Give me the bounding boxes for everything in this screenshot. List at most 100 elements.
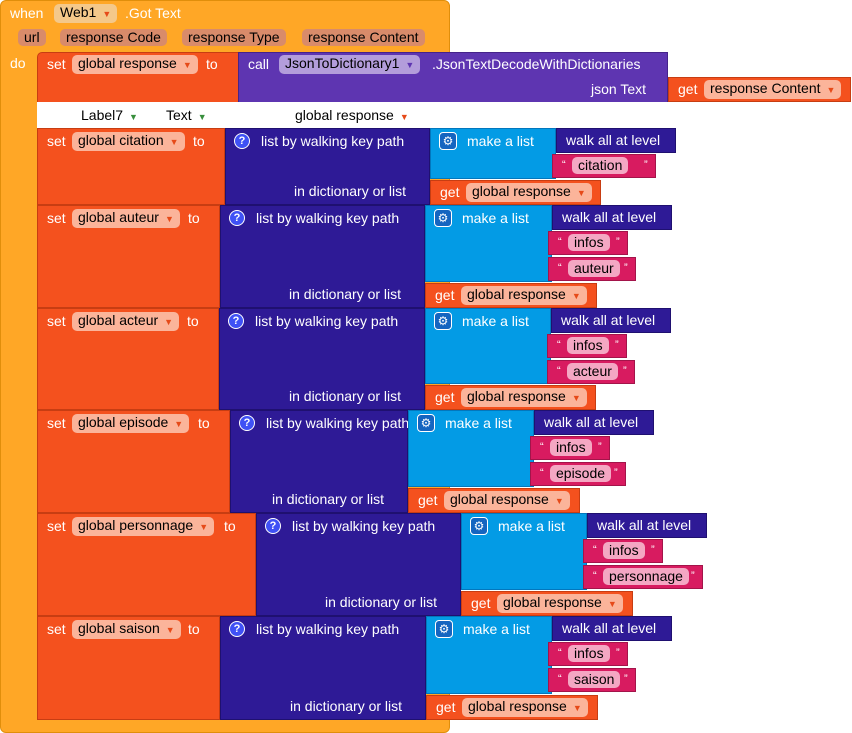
variable-dropdown[interactable]: global response ▼ [72, 55, 198, 74]
param-response-content[interactable]: response Content [302, 29, 425, 46]
variable-name: global response [295, 107, 394, 123]
variable-dropdown[interactable]: response Content ▼ [704, 80, 842, 99]
component-name: Label7 [81, 107, 124, 123]
string-value[interactable]: acteur [567, 363, 618, 380]
variable-dropdown[interactable]: global auteur ▼ [72, 209, 180, 228]
open-quote-icon: “ [540, 441, 544, 453]
component-dropdown[interactable]: JsonToDictionary1 ▼ [279, 55, 421, 74]
variable-dropdown[interactable]: global response ▼ [466, 183, 592, 202]
string-value[interactable]: auteur [568, 260, 620, 277]
param-response-type[interactable]: response Type [182, 29, 286, 46]
gear-icon[interactable]: ⚙ [434, 312, 452, 330]
string-value[interactable]: saison [568, 671, 621, 688]
help-icon[interactable]: ? [229, 210, 245, 226]
walk-all-at-level-block[interactable] [552, 616, 672, 641]
close-quote-icon: ” [598, 441, 602, 453]
walk-all-at-level-block[interactable] [534, 410, 654, 435]
param-response-code[interactable]: response Code [60, 29, 167, 46]
variable-name: episode [556, 465, 606, 481]
variable-dropdown[interactable]: global saison ▼ [72, 620, 181, 639]
gear-icon[interactable]: ⚙ [470, 517, 488, 535]
variable-dropdown[interactable]: global response ▼ [444, 491, 570, 510]
variable-name: global response [503, 594, 602, 610]
dropdown-arrow-icon: ▼ [571, 393, 581, 403]
string-value[interactable]: infos [567, 337, 609, 354]
get-label: get [435, 389, 455, 405]
variable-name: global personnage [78, 517, 194, 533]
string-value[interactable]: personnage [603, 568, 689, 585]
string-value[interactable]: infos [568, 234, 610, 251]
set-label: set [47, 133, 66, 149]
make-list-label: make a list [467, 133, 534, 149]
variable-name: global response [467, 286, 566, 302]
component-name: Web1 [60, 4, 97, 20]
component-name: JsonToDictionary1 [285, 55, 400, 71]
to-label: to [224, 518, 236, 534]
walk-all-at-level-block[interactable] [587, 513, 707, 538]
do-label: do [10, 55, 26, 71]
list-by-walking-key-path-block[interactable] [219, 308, 425, 410]
gear-icon[interactable]: ⚙ [435, 620, 453, 638]
string-value[interactable]: infos [550, 439, 592, 456]
set-label: set [47, 56, 66, 72]
variable-dropdown[interactable]: global episode ▼ [72, 414, 190, 433]
label-property[interactable]: Text ▼ [166, 106, 207, 126]
dict-label: in dictionary or list [325, 594, 438, 610]
variable-name: personnage [609, 568, 683, 584]
help-icon[interactable]: ? [265, 518, 281, 534]
variable-name: infos [574, 645, 604, 661]
gear-icon[interactable]: ⚙ [417, 414, 435, 432]
close-quote-icon: ” [624, 262, 628, 274]
close-quote-icon: ” [616, 236, 620, 248]
to-label: to [188, 621, 200, 637]
get-label: get [440, 184, 460, 200]
variable-name: auteur [574, 260, 614, 276]
variable-dropdown[interactable]: global response ▼ [461, 388, 587, 407]
close-quote-icon: ” [624, 673, 628, 685]
get-label: get [418, 492, 438, 508]
list-by-walking-key-path-block[interactable] [230, 410, 408, 513]
variable-name: global auteur [78, 209, 159, 225]
help-icon[interactable]: ? [239, 415, 255, 431]
variable-dropdown[interactable]: global personnage ▼ [72, 517, 215, 536]
open-quote-icon: “ [593, 544, 597, 556]
variable-dropdown[interactable]: global response ▼ [462, 698, 588, 717]
set-label-text-block[interactable] [37, 102, 852, 128]
help-icon[interactable]: ? [229, 621, 245, 637]
variable-dropdown[interactable]: global response ▼ [497, 594, 623, 613]
make-list-label: make a list [498, 518, 565, 534]
list-by-walking-key-path-block[interactable] [220, 205, 425, 308]
variable-name: global response [450, 491, 549, 507]
component-dropdown[interactable]: Web1 ▼ [54, 4, 118, 23]
variable-name: global saison [78, 620, 160, 636]
help-icon[interactable]: ? [234, 133, 250, 149]
help-icon[interactable]: ? [228, 313, 244, 329]
variable-name: global response [78, 55, 177, 71]
dropdown-arrow-icon: ▼ [405, 60, 415, 70]
walk-all-at-level-block[interactable] [552, 205, 672, 230]
gear-icon[interactable]: ⚙ [439, 132, 457, 150]
set-label: set [47, 313, 66, 329]
variable-dropdown[interactable]: global acteur ▼ [72, 312, 180, 331]
variable-dropdown[interactable]: global citation ▼ [72, 132, 185, 151]
string-value[interactable]: citation [572, 157, 629, 174]
open-quote-icon: “ [558, 673, 562, 685]
gear-icon[interactable]: ⚙ [434, 209, 452, 227]
variable-name: infos [573, 337, 603, 353]
string-value[interactable]: episode [550, 465, 612, 482]
walk-all-at-level-block[interactable] [556, 128, 676, 153]
string-value[interactable]: infos [603, 542, 645, 559]
list-by-walking-key-path-block[interactable] [220, 616, 426, 720]
label-component[interactable]: Label7 ▼ [81, 106, 138, 126]
param-url[interactable]: url [18, 29, 46, 46]
walk-all-at-level-block[interactable] [551, 308, 671, 333]
path-label: list by walking key path [261, 133, 405, 149]
string-value[interactable]: infos [568, 645, 610, 662]
dict-label: in dictionary or list [290, 698, 403, 714]
label-value[interactable]: global response ▼ [295, 106, 409, 126]
to-label: to [188, 210, 200, 226]
list-by-walking-key-path-block[interactable] [225, 128, 430, 205]
dropdown-arrow-icon: ▼ [165, 625, 175, 635]
variable-dropdown[interactable]: global response ▼ [461, 286, 587, 305]
list-by-walking-key-path-block[interactable] [256, 513, 461, 616]
